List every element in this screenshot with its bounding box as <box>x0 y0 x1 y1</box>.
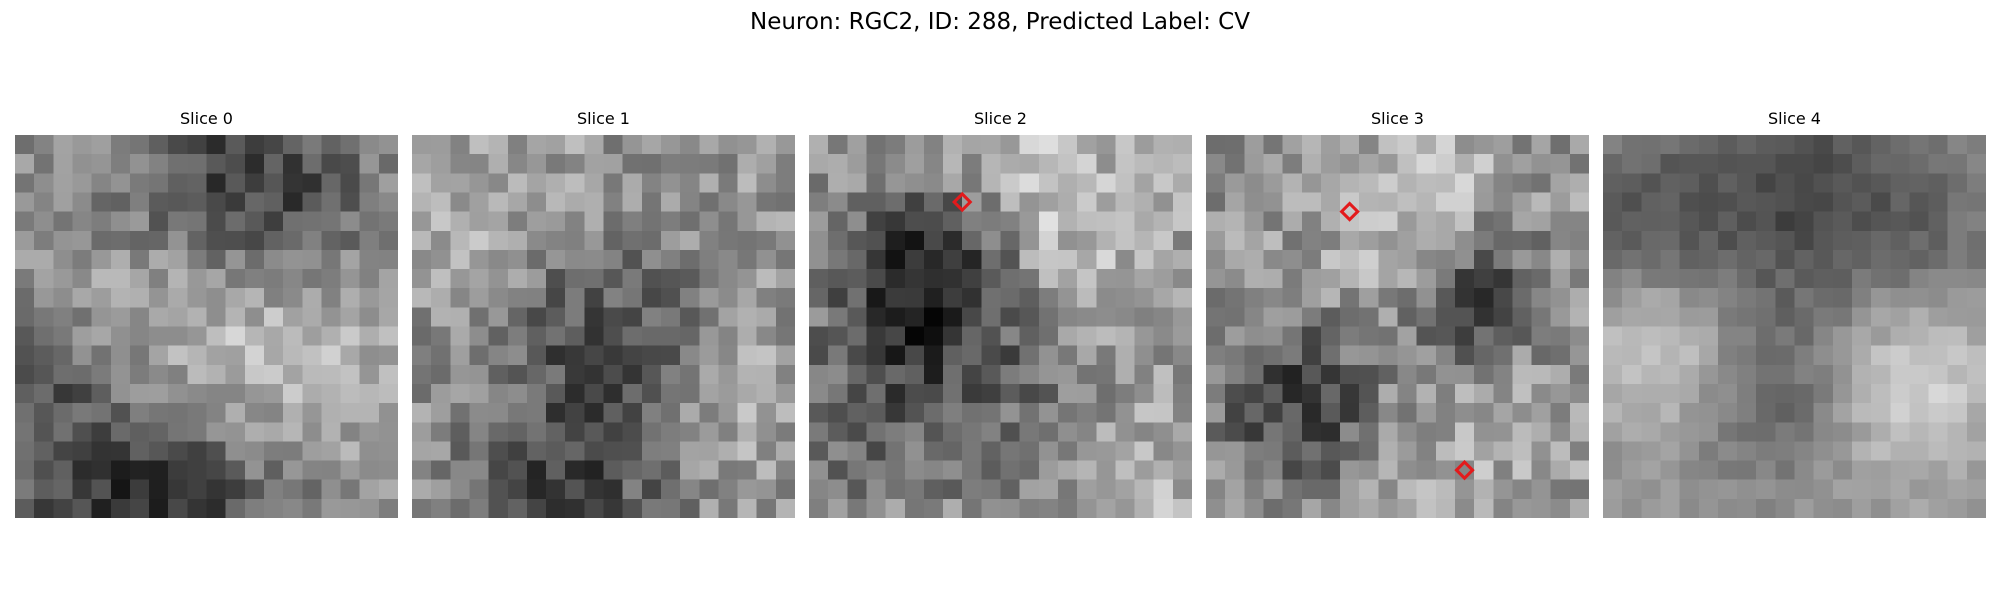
slice-image <box>1603 135 1986 518</box>
slice-image <box>1206 135 1589 518</box>
slice-title: Slice 1 <box>577 109 630 128</box>
slice-image <box>809 135 1192 518</box>
point-marker <box>951 191 973 213</box>
point-marker <box>1454 459 1475 481</box>
slice-title: Slice 3 <box>1371 109 1424 128</box>
point-marker <box>1339 201 1360 222</box>
slice-image <box>412 135 795 518</box>
slice-title: Slice 2 <box>974 109 1027 128</box>
slice-image <box>15 135 398 518</box>
figure-title: Neuron: RGC2, ID: 288, Predicted Label: … <box>750 9 1250 35</box>
slice-title: Slice 0 <box>180 109 233 128</box>
slice-title: Slice 4 <box>1768 109 1821 128</box>
